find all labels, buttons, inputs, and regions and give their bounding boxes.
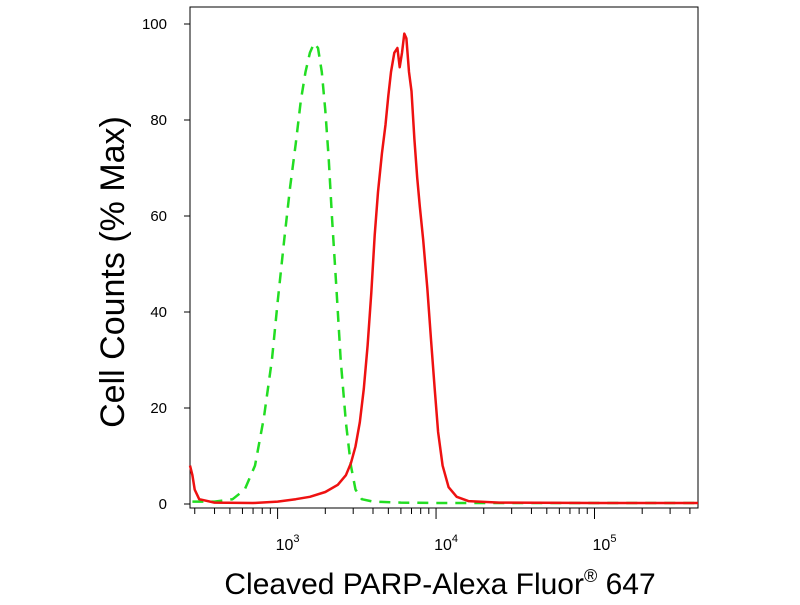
x-tick-label: 103: [276, 533, 300, 554]
x-axis-label: Cleaved PARP-Alexa Fluor® 647: [224, 566, 655, 600]
series-line-solid: [188, 32, 698, 505]
y-tick-label: 80: [150, 112, 167, 129]
x-axis-label-suffix: 647: [597, 568, 655, 600]
x-axis-label-registered-mark: ®: [584, 566, 597, 586]
y-tick-label: 60: [150, 208, 167, 225]
y-tick-label: 100: [142, 16, 167, 33]
x-tick-label: 104: [434, 533, 458, 554]
plot-frame: [189, 6, 699, 509]
x-tick-label: 105: [593, 533, 617, 554]
y-tick-label: 0: [159, 496, 167, 513]
x-axis-label-main: Cleaved PARP-Alexa Fluor: [224, 568, 584, 600]
y-tick-label: 40: [150, 304, 167, 321]
x-axis: 103 104 105: [194, 508, 691, 554]
series-layer: [188, 32, 698, 505]
y-axis-label: Cell Counts (% Max): [94, 116, 132, 428]
y-axis: 0 20 40 60 80 100: [142, 16, 190, 513]
y-tick-label: 20: [150, 400, 167, 417]
series-line-dashed: [192, 41, 698, 505]
